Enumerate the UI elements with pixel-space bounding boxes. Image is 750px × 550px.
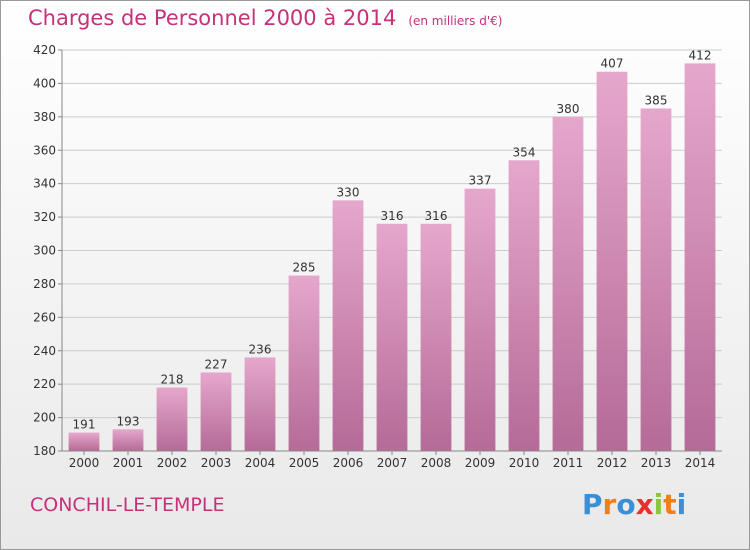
y-tick-label: 200	[33, 411, 56, 425]
bar	[68, 432, 100, 451]
bar-value-label: 412	[689, 48, 712, 62]
bar-value-label: 236	[249, 342, 272, 356]
logo-letter: t	[663, 488, 677, 521]
unit-note: (en milliers d'€)	[408, 14, 503, 28]
bar-value-label: 193	[117, 414, 140, 428]
x-tick-label: 2004	[245, 456, 276, 470]
bar-value-label: 337	[469, 174, 492, 188]
proxiti-logo: Proxiti	[582, 488, 686, 521]
y-tick-label: 300	[33, 244, 56, 258]
logo-letter: x	[635, 488, 654, 521]
logo-letter: i	[653, 488, 664, 521]
logo-letter: o	[616, 488, 636, 521]
bar-value-label: 227	[205, 357, 228, 371]
x-tick-label: 2009	[465, 456, 496, 470]
bar	[508, 160, 540, 451]
chart-title-text: Charges de Personnel 2000 à 2014	[28, 6, 397, 30]
bar	[420, 223, 452, 451]
bar	[596, 71, 628, 452]
bar	[552, 116, 584, 451]
x-tick-label: 2005	[289, 456, 320, 470]
y-tick-label: 280	[33, 277, 56, 291]
bar-value-label: 330	[337, 185, 360, 199]
bar-value-label: 218	[161, 373, 184, 387]
x-tick-label: 2013	[641, 456, 672, 470]
y-tick-label: 400	[33, 76, 56, 90]
y-tick-label: 320	[33, 210, 56, 224]
x-tick-label: 2014	[685, 456, 716, 470]
axes: 180 200 220 240 260 280 300 320 340 360 380 400 420 2…	[33, 43, 722, 470]
y-tick-label: 260	[33, 310, 56, 324]
logo-letter: r	[602, 488, 617, 521]
bar-value-label: 380	[557, 102, 580, 116]
y-tick-label: 420	[33, 43, 56, 57]
x-tick-label: 2000	[69, 456, 100, 470]
bars: 191 193 218 227 236 285 330 316 316 337 354 380 407 3…	[68, 48, 716, 452]
bar	[156, 387, 188, 451]
bar-value-label: 385	[645, 93, 668, 107]
y-tick-label: 380	[33, 110, 56, 124]
bar-value-label: 407	[601, 57, 624, 71]
x-tick-label: 2010	[509, 456, 540, 470]
bar-value-label: 191	[73, 418, 96, 432]
x-tick-label: 2001	[113, 456, 144, 470]
town-name: CONCHIL-LE-TEMPLE	[30, 494, 225, 516]
bar	[464, 188, 496, 451]
bar	[112, 429, 144, 451]
bar	[288, 275, 320, 451]
bar	[244, 357, 276, 451]
bar	[684, 63, 716, 451]
y-tick-label: 340	[33, 177, 56, 191]
x-tick-label: 2007	[377, 456, 408, 470]
bar	[376, 223, 408, 451]
bar	[332, 200, 364, 451]
x-tick-label: 2002	[157, 456, 188, 470]
x-tick-label: 2006	[333, 456, 364, 470]
x-tick-label: 2011	[553, 456, 584, 470]
x-tick-label: 2008	[421, 456, 452, 470]
y-tick-label: 180	[33, 444, 56, 458]
bar	[640, 108, 672, 452]
y-tick-label: 360	[33, 143, 56, 157]
logo-letter: i	[676, 488, 687, 521]
x-tick-label: 2012	[597, 456, 628, 470]
chart-title: Charges de Personnel 2000 à 2014 (en mill…	[28, 6, 502, 30]
x-tick-label: 2003	[201, 456, 232, 470]
y-tick-label: 220	[33, 377, 56, 391]
bar-value-label: 316	[381, 209, 404, 223]
bar	[200, 372, 232, 451]
bar-value-label: 354	[513, 145, 536, 159]
logo-letter: P	[582, 488, 603, 521]
bar-value-label: 316	[425, 209, 448, 223]
bar-value-label: 285	[293, 261, 316, 275]
y-tick-label: 240	[33, 344, 56, 358]
